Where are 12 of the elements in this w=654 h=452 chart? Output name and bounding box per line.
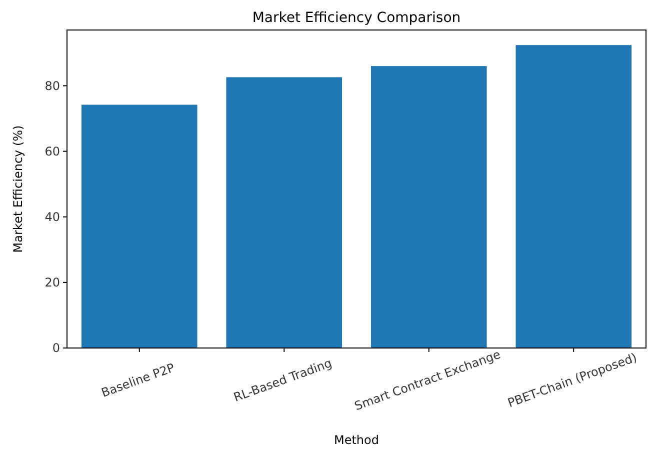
bar: [226, 77, 342, 348]
y-tick-label: 0: [52, 341, 60, 356]
y-tick-label: 80: [44, 78, 60, 93]
bar: [81, 104, 198, 348]
y-tick-label: 40: [44, 210, 60, 224]
chart-title: Market Efficiency Comparison: [252, 10, 461, 26]
y-axis-title: Market Efficiency (%): [11, 125, 25, 253]
y-tick-label: 20: [44, 276, 60, 290]
bar: [516, 45, 632, 348]
x-axis-title: Method: [334, 433, 380, 447]
y-tick-label: 60: [44, 144, 60, 158]
bar: [370, 66, 487, 348]
